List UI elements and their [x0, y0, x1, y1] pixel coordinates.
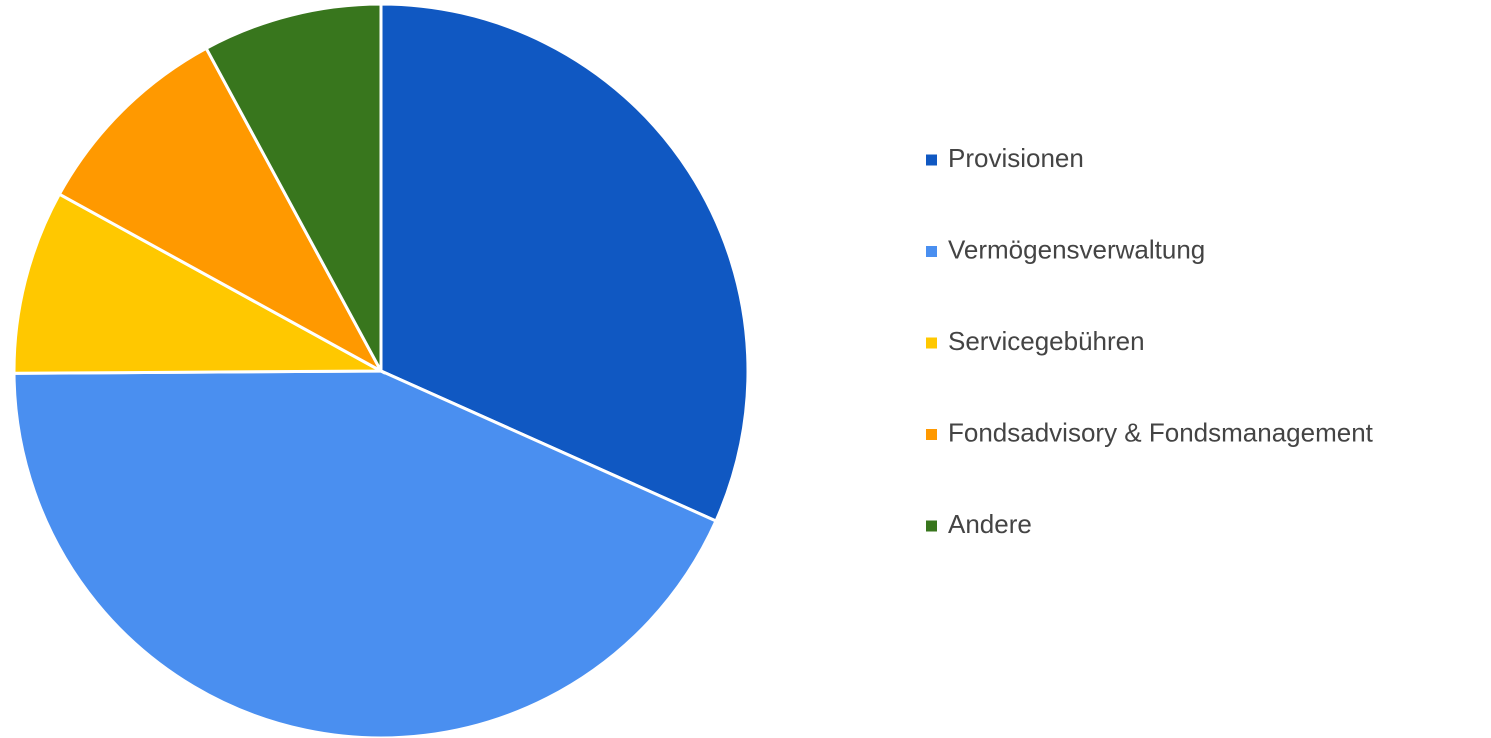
legend-swatch [926, 246, 937, 257]
legend-swatch [926, 154, 937, 166]
pie-slice [204, 2, 383, 372]
pie-slice [57, 46, 385, 375]
pie-slice [379, 2, 750, 523]
legend-swatch [926, 337, 937, 349]
legend-label: Vermögensverwaltung [948, 234, 1205, 264]
legend-label: Fondsadvisory & Fondsmanagement [948, 417, 1374, 447]
pie-slice [12, 192, 387, 375]
legend-swatch [926, 520, 937, 532]
legend-label: Servicegebühren [948, 326, 1145, 356]
pie-slice [12, 369, 718, 738]
legend-label: Andere [948, 509, 1032, 539]
legend-swatch [926, 429, 937, 440]
legend-label: Provisionen [948, 143, 1084, 173]
